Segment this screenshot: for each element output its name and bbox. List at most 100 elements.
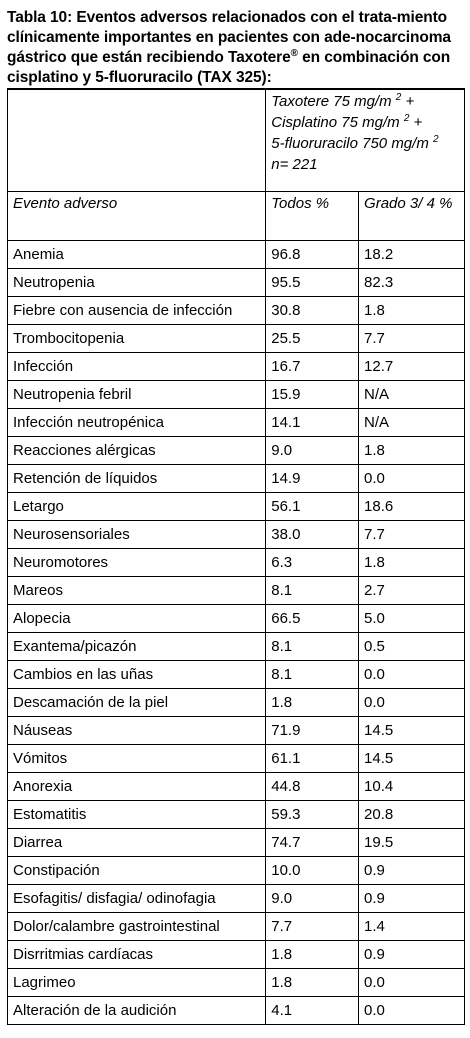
table-row: Fiebre con ausencia de infección 30.8 1.8 — [6, 296, 465, 325]
cell-event: Neutropenia — [6, 268, 267, 297]
cell-event: Neurosensoriales — [6, 520, 267, 549]
cell-event: Anorexia — [6, 772, 267, 801]
cell-all: 10.0 — [265, 856, 360, 885]
cell-grade: 1.8 — [358, 296, 465, 325]
cell-event: Reacciones alérgicas — [6, 436, 267, 465]
cell-event: Alteración de la audición — [6, 996, 267, 1025]
cell-all: 96.8 — [265, 240, 360, 269]
cell-all: 1.8 — [265, 940, 360, 969]
treatment-line-3: 5-fluoruracilo 750 mg/m 2 — [271, 134, 439, 153]
cell-event: Neuromotores — [6, 548, 267, 577]
cell-all: 14.1 — [265, 408, 360, 437]
column-header-grade: Grado 3/ 4 % — [358, 191, 465, 241]
cell-event: Vómitos — [6, 744, 267, 773]
table-row: Neutropenia febril 15.9 N/A — [6, 380, 465, 409]
cell-grade: 1.4 — [358, 912, 465, 941]
cell-event: Letargo — [6, 492, 267, 521]
cell-grade: 0.0 — [358, 968, 465, 997]
table-row: Náuseas 71.9 14.5 — [6, 716, 465, 745]
cell-all: 4.1 — [265, 996, 360, 1025]
cell-grade: N/A — [358, 408, 465, 437]
cell-event: Lagrimeo — [6, 968, 267, 997]
cell-grade: 0.9 — [358, 856, 465, 885]
cell-all: 38.0 — [265, 520, 360, 549]
table-caption: Tabla 10: Eventos adversos relacionados … — [7, 8, 465, 88]
cell-grade: 18.2 — [358, 240, 465, 269]
cell-grade: 0.9 — [358, 884, 465, 913]
table-row: Neurosensoriales 38.0 7.7 — [6, 520, 465, 549]
cell-grade: 82.3 — [358, 268, 465, 297]
treatment-header-cell: Taxotere 75 mg/m 2 + Cisplatino 75 mg/m … — [265, 88, 465, 192]
cell-event: Anemia — [6, 240, 267, 269]
cell-grade: 1.8 — [358, 548, 465, 577]
treatment-line-2: Cisplatino 75 mg/m 2 + — [271, 113, 423, 132]
column-header-event: Evento adverso — [6, 191, 267, 241]
cell-all: 66.5 — [265, 604, 360, 633]
table-row: Letargo 56.1 18.6 — [6, 492, 465, 521]
table-row: Reacciones alérgicas 9.0 1.8 — [6, 436, 465, 465]
cell-grade: 7.7 — [358, 520, 465, 549]
cell-grade: 1.8 — [358, 436, 465, 465]
table-row: Alopecia 66.5 5.0 — [6, 604, 465, 633]
table-row: Infección neutropénica 14.1 N/A — [6, 408, 465, 437]
cell-all: 9.0 — [265, 884, 360, 913]
cell-all: 1.8 — [265, 688, 360, 717]
cell-event: Trombocitopenia — [6, 324, 267, 353]
cell-all: 61.1 — [265, 744, 360, 773]
column-header-row: Evento adverso Todos % Grado 3/ 4 % — [6, 191, 465, 241]
table-row: Esofagitis/ disfagia/ odinofagia 9.0 0.9 — [6, 884, 465, 913]
cell-all: 14.9 — [265, 464, 360, 493]
table-row: Trombocitopenia 25.5 7.7 — [6, 324, 465, 353]
cell-grade: 18.6 — [358, 492, 465, 521]
cell-all: 8.1 — [265, 576, 360, 605]
table-row: Neuromotores 6.3 1.8 — [6, 548, 465, 577]
table-row: Lagrimeo 1.8 0.0 — [6, 968, 465, 997]
cell-grade: 19.5 — [358, 828, 465, 857]
cell-all: 56.1 — [265, 492, 360, 521]
cell-all: 1.8 — [265, 968, 360, 997]
cell-event: Descamación de la piel — [6, 688, 267, 717]
table-row: Alteración de la audición 4.1 0.0 — [6, 996, 465, 1025]
cell-grade: 10.4 — [358, 772, 465, 801]
cell-event: Neutropenia febril — [6, 380, 267, 409]
cell-grade: 0.0 — [358, 464, 465, 493]
table-row: Anemia 96.8 18.2 — [6, 240, 465, 269]
cell-all: 71.9 — [265, 716, 360, 745]
cell-all: 59.3 — [265, 800, 360, 829]
table-row: Infección 16.7 12.7 — [6, 352, 465, 381]
registered-mark: ® — [290, 47, 298, 59]
cell-all: 7.7 — [265, 912, 360, 941]
table-row: Retención de líquidos 14.9 0.0 — [6, 464, 465, 493]
cell-grade: 2.7 — [358, 576, 465, 605]
table-row: Diarrea 74.7 19.5 — [6, 828, 465, 857]
cell-grade: 5.0 — [358, 604, 465, 633]
document: Tabla 10: Eventos adversos relacionados … — [6, 8, 465, 1025]
cell-event: Exantema/picazón — [6, 632, 267, 661]
caption-text-tail: en combinación con cisplatino y 5-fluoru… — [7, 49, 451, 86]
table-row: Descamación de la piel 1.8 0.0 — [6, 688, 465, 717]
cell-all: 30.8 — [265, 296, 360, 325]
cell-grade: 0.0 — [358, 688, 465, 717]
treatment-header-row: Taxotere 75 mg/m 2 + Cisplatino 75 mg/m … — [6, 88, 465, 192]
table-row: Exantema/picazón 8.1 0.5 — [6, 632, 465, 661]
adverse-events-table: Taxotere 75 mg/m 2 + Cisplatino 75 mg/m … — [6, 88, 465, 1025]
cell-grade: 0.5 — [358, 632, 465, 661]
cell-grade: 0.0 — [358, 996, 465, 1025]
cell-all: 74.7 — [265, 828, 360, 857]
cell-grade: 12.7 — [358, 352, 465, 381]
cell-all: 8.1 — [265, 660, 360, 689]
cell-event: Náuseas — [6, 716, 267, 745]
table-row: Mareos 8.1 2.7 — [6, 576, 465, 605]
table-row: Dolor/calambre gastrointestinal 7.7 1.4 — [6, 912, 465, 941]
cell-grade: 14.5 — [358, 744, 465, 773]
table-row: Cambios en las uñas 8.1 0.0 — [6, 660, 465, 689]
cell-event: Esofagitis/ disfagia/ odinofagia — [6, 884, 267, 913]
cell-event: Mareos — [6, 576, 267, 605]
cell-all: 16.7 — [265, 352, 360, 381]
cell-all: 6.3 — [265, 548, 360, 577]
cell-grade: 0.0 — [358, 660, 465, 689]
cell-event: Cambios en las uñas — [6, 660, 267, 689]
table-row: Estomatitis 59.3 20.8 — [6, 800, 465, 829]
cell-event: Retención de líquidos — [6, 464, 267, 493]
treatment-line-4: n= 221 — [271, 156, 318, 173]
